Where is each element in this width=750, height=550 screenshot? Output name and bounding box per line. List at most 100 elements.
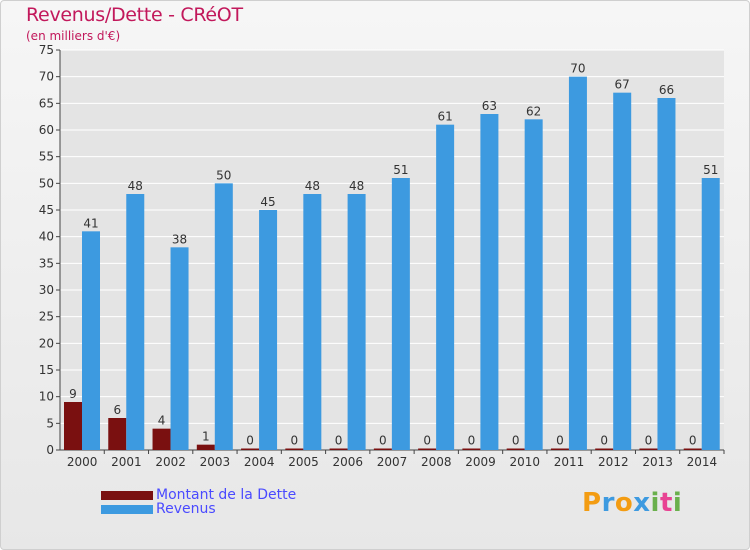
bar-debt	[108, 418, 127, 450]
y-tick-label: 60	[39, 123, 54, 137]
bar-label-debt: 0	[291, 434, 299, 448]
y-tick-label: 75	[39, 43, 54, 57]
x-tick-label: 2002	[155, 455, 186, 469]
bar-label-debt: 0	[689, 434, 697, 448]
bar-label-revenue: 50	[216, 168, 231, 182]
bar-label-debt: 0	[423, 434, 431, 448]
bar-revenue	[524, 119, 543, 450]
y-tick-label: 5	[46, 416, 54, 430]
bar-debt	[462, 448, 481, 450]
logo-letter: o	[614, 488, 634, 518]
legend-label-revenue: Revenus	[156, 501, 216, 517]
bar-label-debt: 0	[379, 434, 387, 448]
bar-label-revenue: 70	[570, 62, 585, 76]
bar-label-revenue: 48	[128, 179, 143, 193]
bar-revenue	[170, 247, 189, 450]
y-tick-label: 10	[39, 390, 54, 404]
y-tick-label: 0	[46, 443, 54, 457]
bar-revenue	[126, 194, 145, 450]
bar-revenue	[657, 98, 676, 450]
bar-label-revenue: 51	[703, 163, 718, 177]
bar-debt	[241, 448, 260, 450]
y-tick-label: 30	[39, 283, 54, 297]
x-tick-label: 2005	[288, 455, 319, 469]
legend-label-debt: Montant de la Dette	[156, 487, 297, 503]
bar-debt	[373, 448, 392, 450]
bar-debt	[639, 448, 658, 450]
bar-revenue	[259, 210, 278, 450]
bar-revenue	[303, 194, 322, 450]
proxiti-logo: Proxiti	[582, 488, 682, 518]
y-tick-label: 15	[39, 363, 54, 377]
bar-label-revenue: 38	[172, 232, 187, 246]
bar-label-revenue: 61	[437, 110, 452, 124]
bar-revenue	[82, 231, 100, 450]
bar-label-revenue: 41	[83, 216, 98, 230]
bar-debt	[64, 402, 82, 450]
bar-label-debt: 0	[512, 434, 520, 448]
bar-debt	[595, 448, 614, 450]
y-tick-label: 20	[39, 336, 54, 350]
bar-label-debt: 0	[645, 434, 653, 448]
x-tick-label: 2011	[554, 455, 585, 469]
logo-letter: i	[672, 488, 683, 518]
x-tick-label: 2001	[111, 455, 142, 469]
x-tick-label: 2000	[67, 455, 98, 469]
bar-label-revenue: 66	[659, 83, 674, 97]
chart-subtitle: (en milliers d'€)	[26, 29, 121, 43]
bar-revenue	[347, 194, 366, 450]
bar-revenue	[214, 183, 233, 451]
bar-revenue	[391, 178, 410, 450]
bar-label-revenue: 48	[305, 179, 320, 193]
bar-label-revenue: 67	[615, 78, 630, 92]
bar-label-debt: 4	[158, 414, 166, 428]
x-tick-label: 2009	[465, 455, 496, 469]
y-tick-label: 25	[39, 310, 54, 324]
x-tick-label: 2004	[244, 455, 275, 469]
y-tick-label: 50	[39, 176, 54, 190]
y-tick-label: 65	[39, 96, 54, 110]
y-tick-label: 70	[39, 70, 54, 84]
bar-debt	[285, 448, 304, 450]
bar-debt	[506, 448, 525, 450]
bar-label-revenue: 63	[482, 99, 497, 113]
logo-letter: r	[601, 488, 615, 518]
chart-title: Revenus/Dette - CRéOT	[26, 4, 243, 26]
y-tick-label: 45	[39, 203, 54, 217]
y-tick-label: 35	[39, 256, 54, 270]
bar-debt	[329, 448, 348, 450]
bar-label-revenue: 45	[260, 195, 275, 209]
legend-item-revenue: Revenus	[101, 502, 216, 516]
bar-debt	[683, 448, 702, 450]
bar-debt	[550, 448, 569, 450]
x-tick-label: 2013	[642, 455, 673, 469]
x-tick-label: 2008	[421, 455, 452, 469]
x-tick-label: 2010	[510, 455, 541, 469]
bar-label-debt: 0	[556, 434, 564, 448]
logo-letter: P	[582, 488, 602, 518]
bar-label-debt: 0	[335, 434, 343, 448]
x-tick-label: 2003	[200, 455, 231, 469]
bar-revenue	[701, 178, 720, 450]
bar-label-revenue: 48	[349, 179, 364, 193]
y-tick-label: 55	[39, 150, 54, 164]
logo-letter: x	[633, 488, 651, 518]
bar-debt	[152, 428, 171, 450]
x-tick-label: 2012	[598, 455, 629, 469]
bar-label-debt: 0	[246, 434, 254, 448]
bar-label-debt: 0	[468, 434, 476, 448]
bar-debt	[196, 444, 215, 450]
bar-label-debt: 9	[69, 387, 77, 401]
bar-revenue	[480, 114, 499, 450]
bar-label-debt: 1	[202, 430, 210, 444]
x-tick-label: 2014	[687, 455, 718, 469]
bar-label-revenue: 62	[526, 104, 541, 118]
legend-item-debt: Montant de la Dette	[101, 488, 296, 502]
logo-letter: t	[659, 488, 673, 518]
bar-debt	[418, 448, 437, 450]
x-tick-label: 2007	[377, 455, 408, 469]
bar-label-debt: 6	[113, 403, 121, 417]
bar-revenue	[436, 124, 455, 451]
x-tick-label: 2006	[332, 455, 363, 469]
